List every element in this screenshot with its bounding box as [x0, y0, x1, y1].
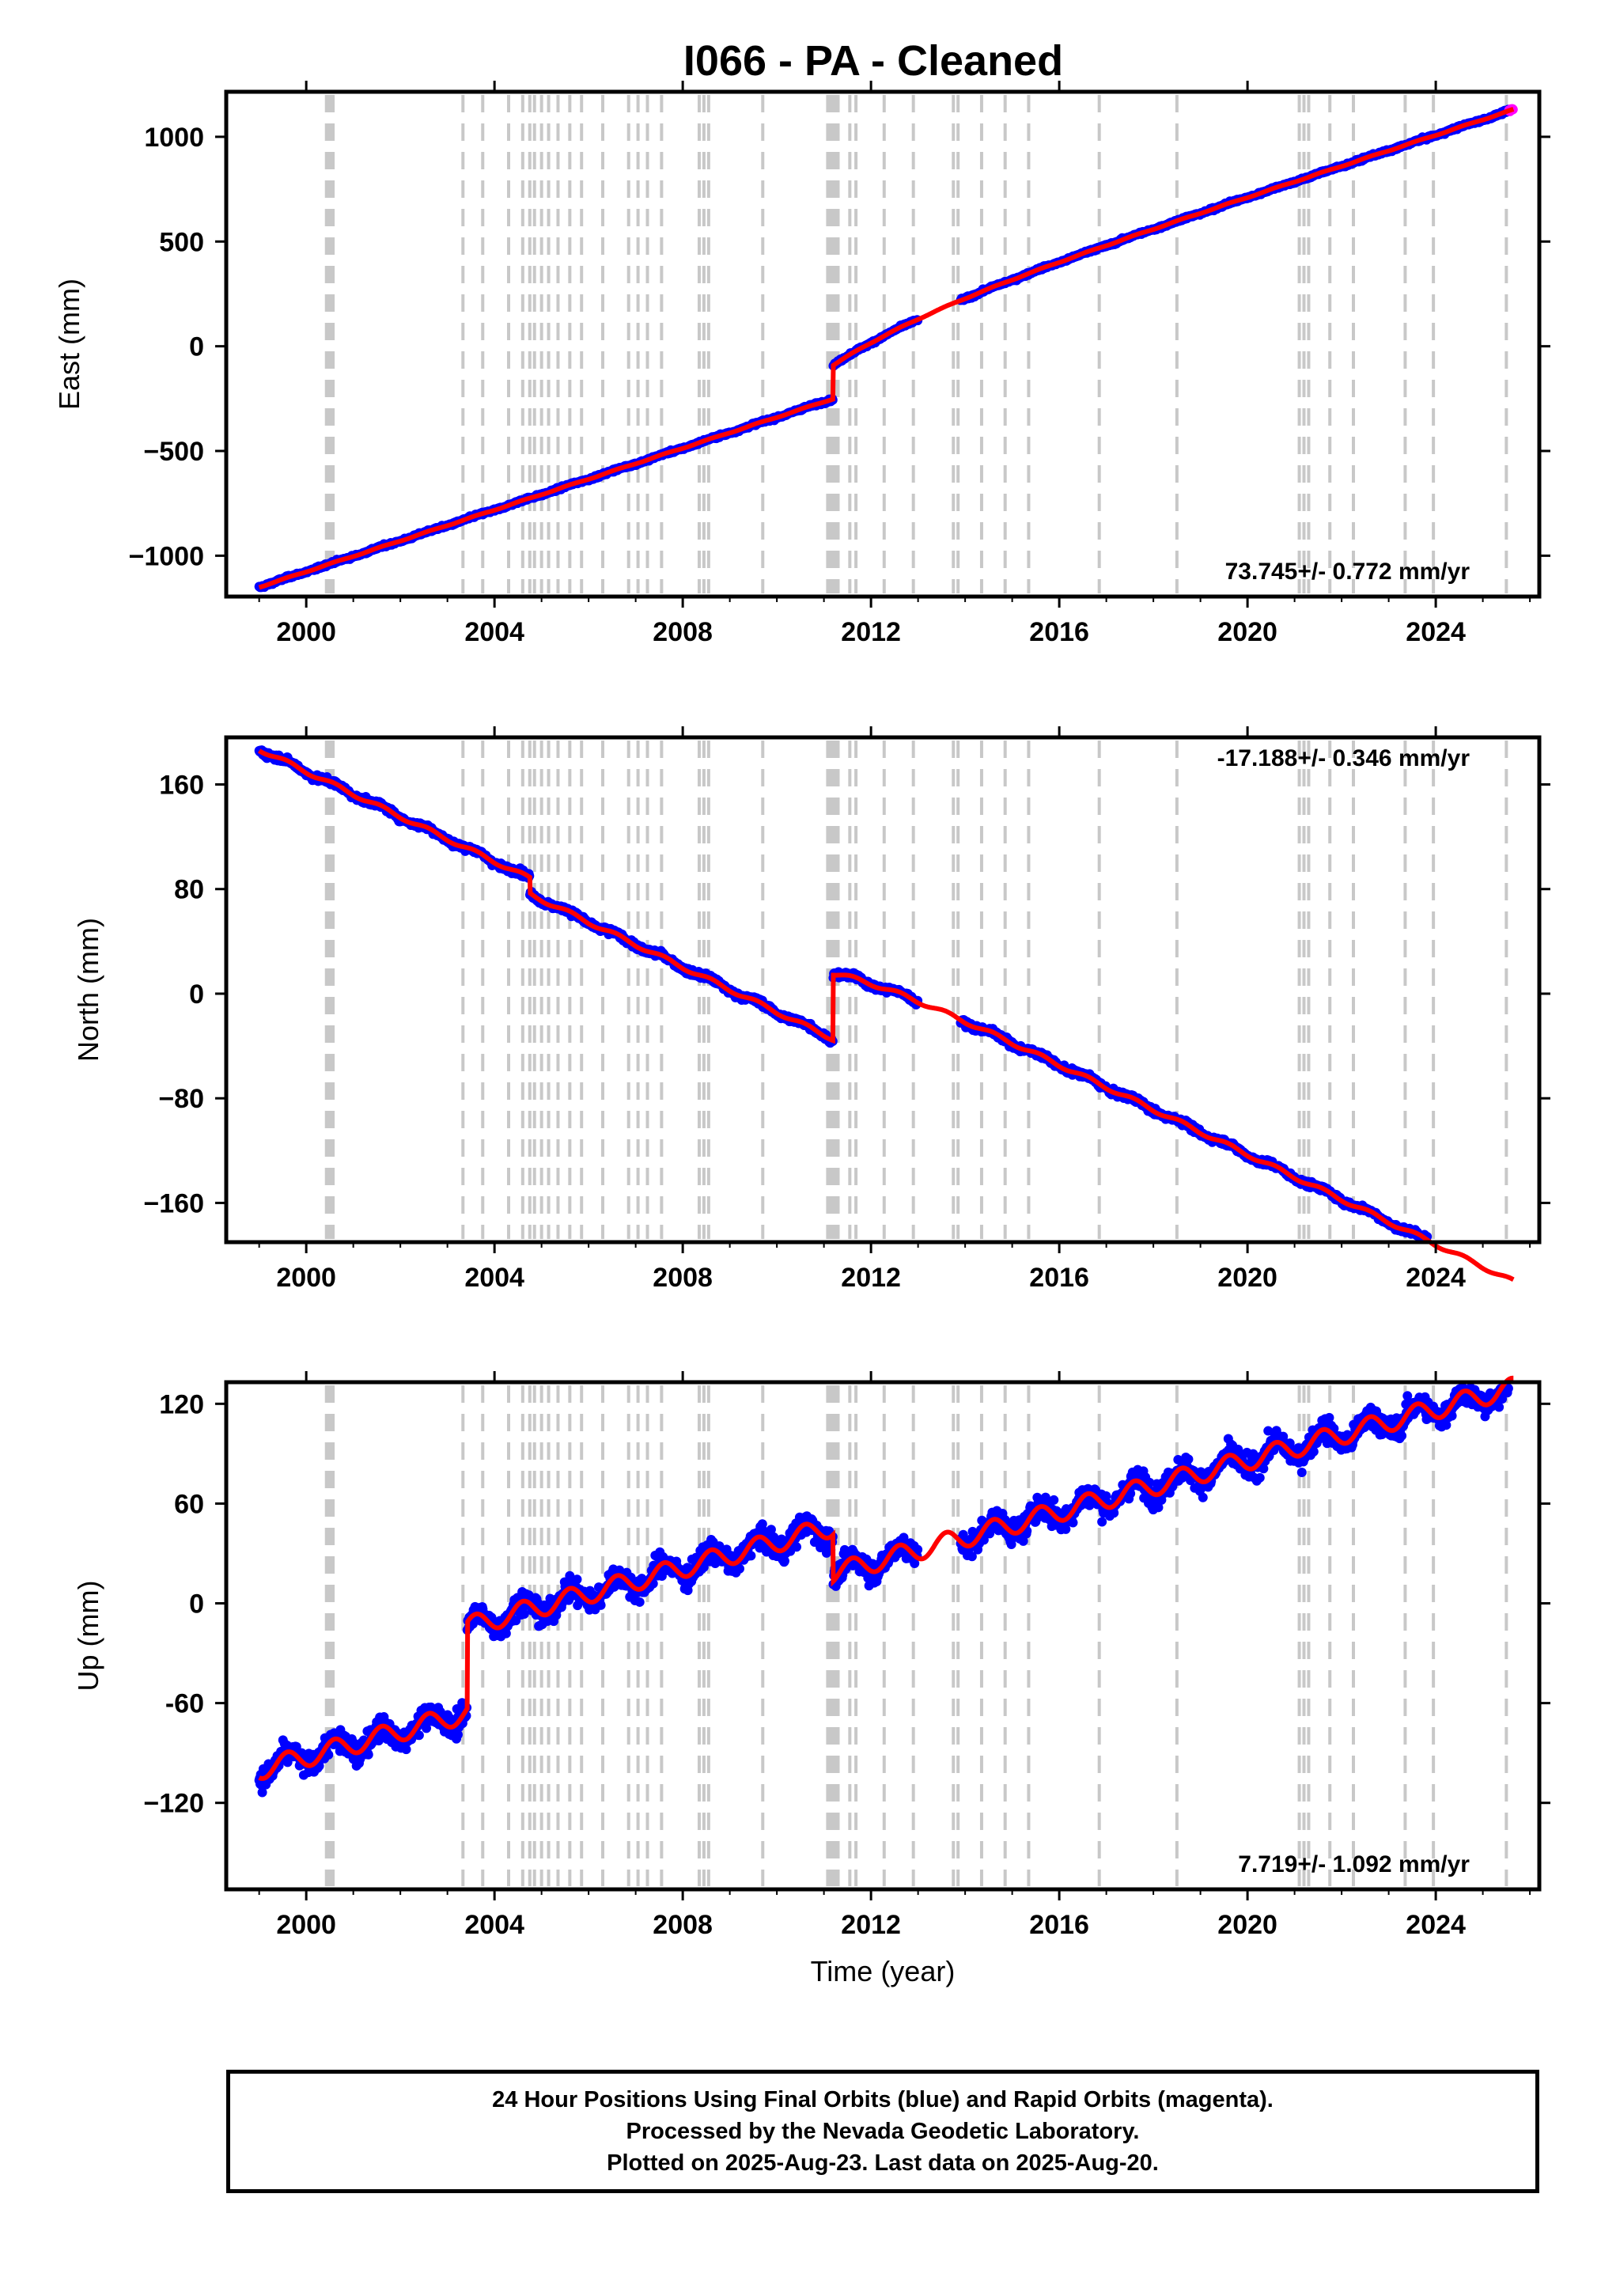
x-tick-label: 2012: [841, 1263, 901, 1293]
y-axis-title: North (mm): [72, 918, 104, 1062]
x-tick-label: 2020: [1217, 617, 1277, 647]
y-axis-title: East (mm): [53, 278, 85, 410]
final-orbit-points: [254, 104, 1518, 593]
figure-title: I066 - PA - Cleaned: [683, 37, 1063, 85]
y-tick-label: 80: [174, 875, 204, 905]
y-tick-label: −1000: [129, 541, 205, 571]
x-tick-label: 2024: [1406, 1263, 1466, 1293]
panel-north: 2000 2004 2008 2012 2016 2020 2024 −160 −80 0 80 16…: [72, 726, 1550, 1293]
panel-up: 2000 2004 2008 2012 2016 2020 2024−120-6006012…: [72, 1371, 1550, 1987]
x-tick-label: 2008: [653, 1263, 713, 1293]
model-line: [258, 107, 1515, 590]
x-tick-label: 2004: [464, 617, 524, 647]
x-tick-label: 2016: [1029, 1263, 1089, 1293]
y-tick-label: 1000: [144, 123, 204, 153]
y-tick-label: 0: [189, 979, 204, 1010]
x-tick-label: 2000: [276, 617, 336, 647]
x-tick-label: 2012: [841, 617, 901, 647]
panels: 2000 2004 2008 2012 2016 2020 2024 −1000 −500 0 50…: [53, 81, 1550, 1987]
rate-label: 73.745+/- 0.772 mm/yr: [1225, 559, 1470, 585]
panel-east: 2000 2004 2008 2012 2016 2020 2024 −1000 −500 0 50…: [53, 81, 1550, 647]
y-tick-label: −80: [158, 1084, 204, 1114]
y-tick-label: −500: [143, 437, 204, 467]
x-tick-label: 2000: [276, 1263, 336, 1293]
x-tick-label: 2008: [653, 617, 713, 647]
x-tick-label: 2024: [1406, 617, 1466, 647]
y-tick-label: 500: [159, 227, 204, 257]
y-tick-label: −160: [143, 1188, 204, 1218]
position-point: [363, 1749, 373, 1760]
x-tick-label: 2016: [1029, 617, 1089, 647]
model-line: [257, 748, 1515, 1282]
rate-label: -17.188+/- 0.346 mm/yr: [1217, 745, 1470, 771]
y-tick-label: 0: [189, 332, 204, 362]
x-tick-label: 2020: [1217, 1263, 1277, 1293]
final-orbit-points: [254, 745, 1433, 1242]
y-tick-label: 160: [159, 771, 204, 801]
x-tick-label: 2004: [464, 1263, 524, 1293]
